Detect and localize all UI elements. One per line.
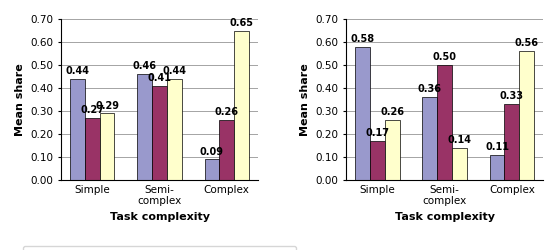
Legend: Facts, Known items, Information aggregates: Facts, Known items, Information aggregat… — [23, 246, 296, 250]
Bar — [422, 97, 437, 180]
Bar — [219, 120, 234, 180]
Bar — [205, 159, 219, 180]
Text: 0.65: 0.65 — [229, 18, 253, 28]
Text: 0.41: 0.41 — [147, 73, 171, 83]
Bar — [70, 79, 85, 180]
Bar — [504, 104, 519, 180]
X-axis label: Task complexity: Task complexity — [109, 212, 209, 222]
Text: 0.56: 0.56 — [514, 38, 538, 48]
Text: 0.14: 0.14 — [448, 135, 472, 145]
Bar — [355, 46, 370, 180]
Text: 0.27: 0.27 — [80, 105, 104, 115]
Bar — [85, 118, 100, 180]
Bar — [437, 65, 452, 180]
Y-axis label: Mean share: Mean share — [300, 63, 310, 136]
Bar — [519, 51, 534, 180]
Text: 0.58: 0.58 — [350, 34, 375, 44]
Text: 0.09: 0.09 — [200, 146, 224, 156]
Bar — [490, 155, 504, 180]
Bar — [385, 120, 400, 180]
Text: 0.26: 0.26 — [380, 108, 404, 118]
Bar — [152, 86, 167, 180]
Text: 0.29: 0.29 — [95, 100, 119, 110]
Text: 0.44: 0.44 — [65, 66, 89, 76]
Bar — [452, 148, 467, 180]
Text: 0.36: 0.36 — [418, 84, 442, 94]
Text: 0.26: 0.26 — [215, 108, 239, 118]
Text: 0.11: 0.11 — [485, 142, 509, 152]
Bar — [100, 113, 114, 180]
Bar — [137, 74, 152, 180]
Bar — [370, 141, 385, 180]
Text: 0.50: 0.50 — [432, 52, 456, 62]
X-axis label: Task complexity: Task complexity — [395, 212, 495, 222]
Text: 0.46: 0.46 — [133, 62, 157, 72]
Text: 0.33: 0.33 — [500, 91, 524, 101]
Text: 0.17: 0.17 — [365, 128, 389, 138]
Bar — [167, 79, 182, 180]
Y-axis label: Mean share: Mean share — [15, 63, 25, 136]
Bar — [234, 30, 249, 180]
Text: 0.44: 0.44 — [162, 66, 186, 76]
